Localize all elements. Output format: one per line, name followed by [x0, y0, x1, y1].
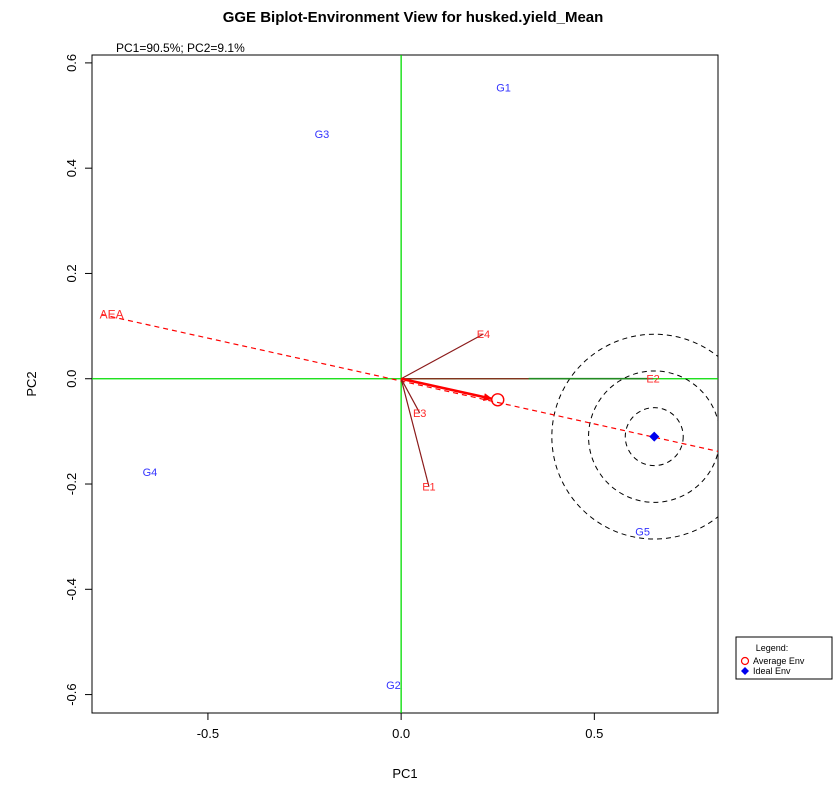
y-axis-ticks: -0.6 -0.4 -0.2 0.0 0.2 0.4 0.6	[64, 54, 92, 706]
average-env-point	[491, 393, 505, 407]
ideal-env-circle-3	[551, 333, 718, 540]
legend-ideal-env-marker	[741, 667, 749, 675]
chart-subtitle: PC1=90.5%; PC2=9.1%	[116, 41, 245, 55]
ideal-env-circle-1	[624, 407, 684, 467]
env-vector-e4	[400, 333, 484, 380]
x-tick-label: -0.5	[197, 726, 219, 741]
aea-line	[101, 313, 718, 452]
legend-ideal-env-label: Ideal Env	[753, 666, 791, 676]
env-label-e4: E4	[477, 329, 490, 341]
x-tick-label: 0.0	[392, 726, 410, 741]
ideal-env-point	[649, 431, 660, 442]
genotype-label-g4: G4	[143, 467, 158, 479]
genotype-label-g1: G1	[496, 83, 511, 95]
x-axis-ticks: -0.5 0.0 0.5	[197, 713, 603, 741]
chart-title: GGE Biplot-Environment View for husked.y…	[223, 9, 604, 26]
ideal-env-circle-2	[588, 370, 718, 503]
y-tick-label: -0.4	[64, 578, 79, 600]
genotype-label-g5: G5	[635, 526, 650, 538]
genotype-label-g3: G3	[315, 129, 330, 141]
plot-layer	[92, 55, 718, 713]
legend-title: Legend:	[756, 643, 789, 653]
legend: Legend: Average Env Ideal Env	[735, 636, 833, 680]
y-tick-label: -0.6	[64, 683, 79, 705]
x-tick-label: 0.5	[585, 726, 603, 741]
genotype-label-g2: G2	[386, 680, 401, 692]
y-tick-label: 0.6	[64, 54, 79, 72]
env-vector-e1	[400, 378, 430, 487]
y-tick-label: 0.2	[64, 264, 79, 282]
legend-average-env-label: Average Env	[753, 656, 805, 666]
y-tick-label: 0.4	[64, 159, 79, 177]
legend-average-env-marker	[740, 656, 750, 666]
aea-label: AEA	[100, 308, 124, 322]
legend-box	[735, 636, 833, 680]
y-tick-label: -0.2	[64, 473, 79, 495]
env-vector-e3	[400, 378, 421, 414]
env-label-e1: E1	[422, 482, 435, 494]
env-label-e3: E3	[413, 408, 426, 420]
env-label-e2: E2	[646, 374, 659, 386]
y-axis-title: PC2	[24, 371, 39, 396]
plot-area-frame	[91, 54, 719, 714]
label-layer: G1 G2 G3 G4 G5 E1 E2 E3 E4 AEA	[100, 83, 660, 692]
average-env-arrow	[400, 377, 493, 401]
x-axis-title: PC1	[392, 766, 417, 781]
y-tick-label: 0.0	[64, 370, 79, 388]
